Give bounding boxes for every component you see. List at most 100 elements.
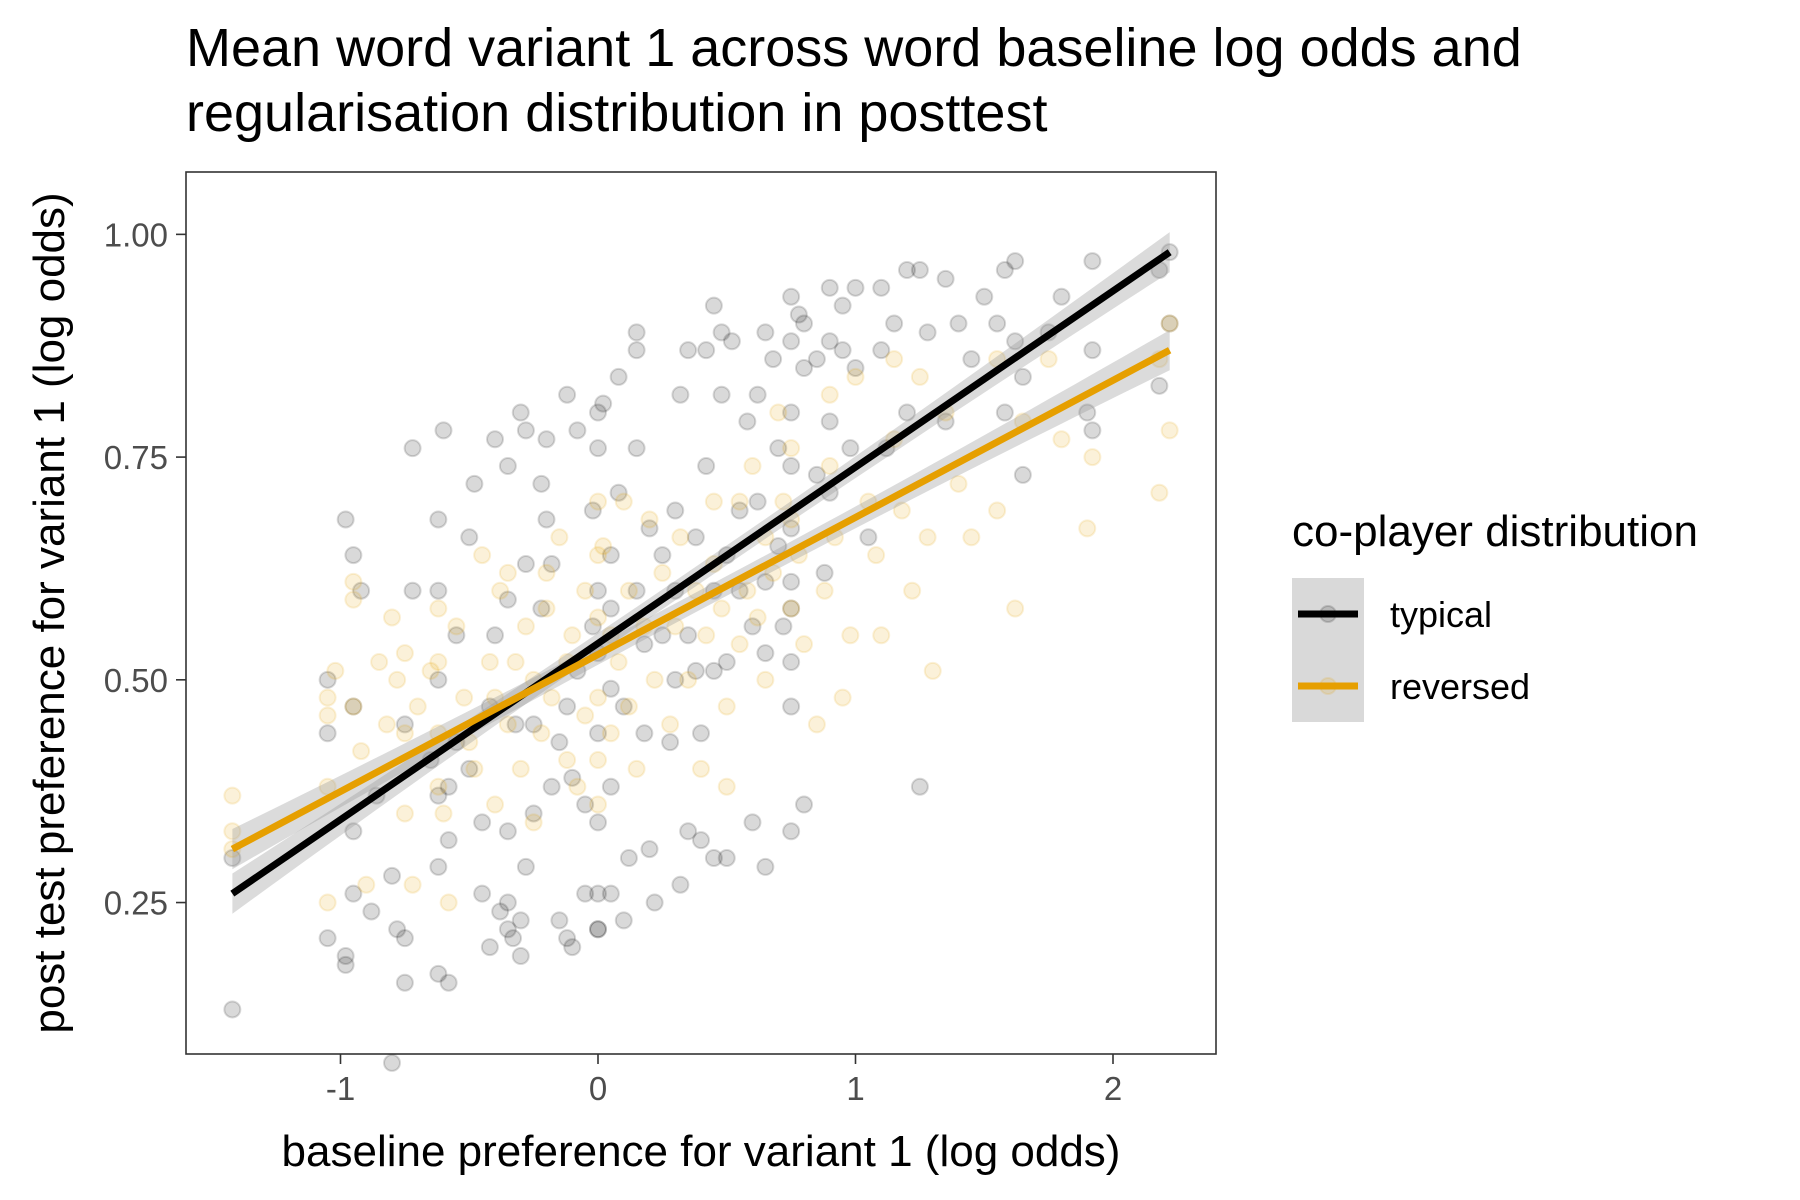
point-typical-76 — [576, 795, 595, 814]
point-typical-141 — [748, 385, 767, 404]
point-typical-135 — [722, 332, 741, 351]
point-typical-100 — [627, 581, 646, 600]
point-typical-44 — [486, 430, 504, 449]
point-typical-29 — [429, 510, 448, 529]
point-reversed-36 — [486, 795, 504, 814]
point-reversed-84 — [717, 697, 736, 716]
point-reversed-116 — [910, 367, 929, 386]
point-typical-40 — [473, 813, 492, 832]
point-typical-152 — [782, 332, 801, 351]
point-typical-123 — [692, 831, 710, 850]
point-reversed-89 — [743, 457, 762, 475]
point-reversed-49 — [550, 528, 569, 547]
point-typical-129 — [704, 296, 723, 315]
point-typical-194 — [995, 403, 1014, 422]
point-typical-79 — [583, 501, 602, 520]
point-typical-131 — [712, 385, 731, 404]
point-reversed-64 — [601, 724, 620, 743]
point-typical-148 — [769, 439, 788, 458]
point-typical-110 — [653, 546, 672, 565]
point-typical-160 — [782, 822, 801, 841]
point-typical-122 — [692, 724, 710, 743]
point-typical-187 — [936, 269, 955, 288]
point-reversed-102 — [815, 581, 834, 600]
point-typical-78 — [583, 617, 602, 636]
point-typical-181 — [885, 314, 904, 333]
point-reversed-32 — [465, 759, 484, 778]
point-reversed-127 — [1052, 430, 1071, 449]
point-typical-198 — [1013, 465, 1032, 484]
point-typical-176 — [846, 359, 865, 377]
point-typical-91 — [601, 599, 620, 618]
fit-line-typical — [230, 249, 1172, 897]
x-tick-label-3: 2 — [1104, 1070, 1122, 1107]
point-reversed-28 — [439, 893, 458, 912]
x-tick-label-2: 1 — [846, 1070, 864, 1107]
point-reversed-123 — [988, 501, 1007, 520]
point-typical-173 — [833, 341, 852, 360]
point-typical-103 — [627, 341, 646, 360]
point-reversed-111 — [872, 626, 891, 645]
point-typical-50 — [498, 893, 517, 912]
point-typical-59 — [524, 715, 543, 734]
plot-panel — [185, 171, 1217, 1055]
point-typical-201 — [1078, 403, 1097, 422]
point-typical-159 — [782, 697, 801, 716]
point-typical-69 — [558, 929, 577, 948]
point-typical-90 — [601, 546, 620, 565]
point-reversed-114 — [892, 501, 911, 520]
point-typical-108 — [645, 893, 664, 912]
point-typical-111 — [661, 733, 680, 752]
point-reversed-46 — [537, 563, 556, 582]
point-reversed-68 — [619, 697, 638, 716]
point-typical-197 — [1013, 367, 1032, 386]
point-reversed-18 — [395, 724, 414, 743]
point-typical-124 — [697, 341, 716, 360]
point-typical-116 — [671, 875, 690, 894]
point-typical-46 — [498, 590, 517, 609]
point-typical-94 — [601, 884, 620, 903]
point-typical-49 — [498, 920, 517, 939]
point-typical-158 — [782, 653, 801, 671]
point-reversed-92 — [756, 670, 775, 689]
point-reversed-1 — [223, 822, 242, 841]
point-typical-109 — [653, 626, 672, 645]
point-typical-2 — [318, 929, 337, 948]
point-reversed-66 — [614, 492, 633, 511]
point-typical-107 — [640, 840, 659, 859]
point-typical-156 — [782, 572, 801, 591]
point-typical-184 — [910, 261, 929, 279]
point-typical-67 — [550, 911, 569, 930]
point-typical-97 — [614, 697, 633, 716]
point-typical-189 — [949, 314, 968, 333]
point-typical-17 — [388, 920, 407, 939]
y-tick-label-0: 0.25 — [104, 885, 168, 922]
point-typical-130 — [712, 323, 731, 342]
point-typical-186 — [918, 323, 937, 342]
point-typical-157 — [782, 599, 801, 618]
point-typical-175 — [846, 278, 865, 297]
point-reversed-74 — [661, 715, 680, 734]
point-typical-96 — [609, 367, 628, 386]
point-reversed-11 — [352, 742, 371, 761]
point-reversed-44 — [524, 813, 543, 832]
x-axis-ticks: -1 0 1 2 — [326, 1054, 1122, 1107]
point-reversed-98 — [782, 599, 801, 618]
point-typical-120 — [686, 528, 705, 547]
point-typical-115 — [671, 385, 690, 404]
point-typical-48 — [498, 822, 517, 841]
point-reversed-48 — [542, 688, 561, 707]
point-typical-82 — [589, 581, 607, 600]
point-reversed-15 — [383, 608, 401, 627]
point-typical-11 — [352, 581, 371, 600]
points-layer — [223, 243, 1179, 1072]
point-typical-28 — [429, 581, 448, 600]
point-typical-63 — [537, 430, 556, 449]
point-typical-200 — [1052, 287, 1071, 306]
point-typical-39 — [473, 884, 492, 903]
point-reversed-23 — [429, 599, 448, 618]
point-typical-38 — [465, 474, 484, 493]
point-reversed-117 — [918, 528, 937, 547]
point-reversed-77 — [679, 670, 698, 689]
